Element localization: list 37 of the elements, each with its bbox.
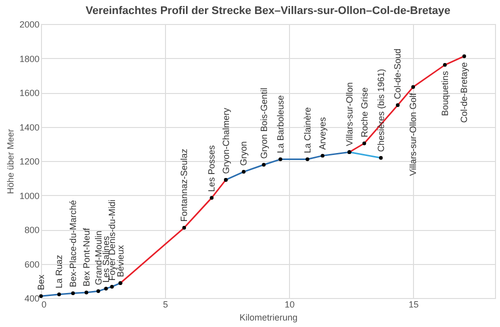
- x-tick-label: 0: [42, 300, 47, 310]
- annotation: Col-de-Soud: [392, 48, 403, 100]
- y-tick-label: 1600: [19, 88, 40, 98]
- annotation: Fontannaz-Seulaz: [179, 148, 190, 222]
- x-tick-label: 15: [408, 300, 419, 310]
- y-tick-label: 600: [24, 259, 40, 270]
- annotation: La Ruaz: [54, 254, 64, 288]
- annotation: Bouquetins: [440, 70, 450, 116]
- annotation: Grand-Moulin: [93, 230, 104, 286]
- annotation: La Clainère: [302, 107, 312, 154]
- y-tick-label: 1200: [19, 156, 40, 166]
- y-tick-label: 1000: [19, 190, 40, 201]
- annotation: La Barboleuse: [275, 95, 286, 154]
- y-tick-label: 1800: [19, 54, 40, 64]
- annotation: Bex-Place-du-Marché: [68, 200, 78, 288]
- annotation: Col-de-Bretaye: [459, 62, 470, 123]
- annotation: Bévieux: [115, 244, 126, 278]
- x-tick-label: 10: [284, 300, 295, 310]
- x-axis-title: Kilometrierung: [239, 312, 298, 322]
- annotation: Villars-sur-Ollon: [344, 82, 354, 146]
- y-tick-label: 800: [24, 225, 40, 235]
- annotation: Chesières (bis 1961): [376, 68, 386, 152]
- annotation: Arveyes: [318, 116, 328, 150]
- y-tick-label: 2000: [19, 20, 40, 30]
- annotation: Bex Pont-Neuf: [81, 227, 92, 287]
- x-tick-label: 5: [163, 300, 168, 310]
- annotation: Gryon-Chalmery: [220, 107, 231, 174]
- y-tick-label: 400: [24, 294, 40, 304]
- y-axis-title: Höhe über Meer: [5, 128, 16, 194]
- annotation: Gryon Bois-Gentil: [258, 88, 269, 159]
- annotation: Roche Grise: [359, 87, 370, 138]
- annotation: Les Posses: [206, 144, 217, 192]
- annotation: Bex: [36, 274, 46, 290]
- annotation: Villars-sur-Ollon Golf: [408, 92, 418, 176]
- y-tick-label: 1400: [19, 122, 40, 132]
- chart-title: Vereinfachtes Profil der Strecke Bex–Villars-sur-Ollon–Col-de-Bretaye: [86, 5, 450, 17]
- annotation: Gryon: [238, 141, 249, 166]
